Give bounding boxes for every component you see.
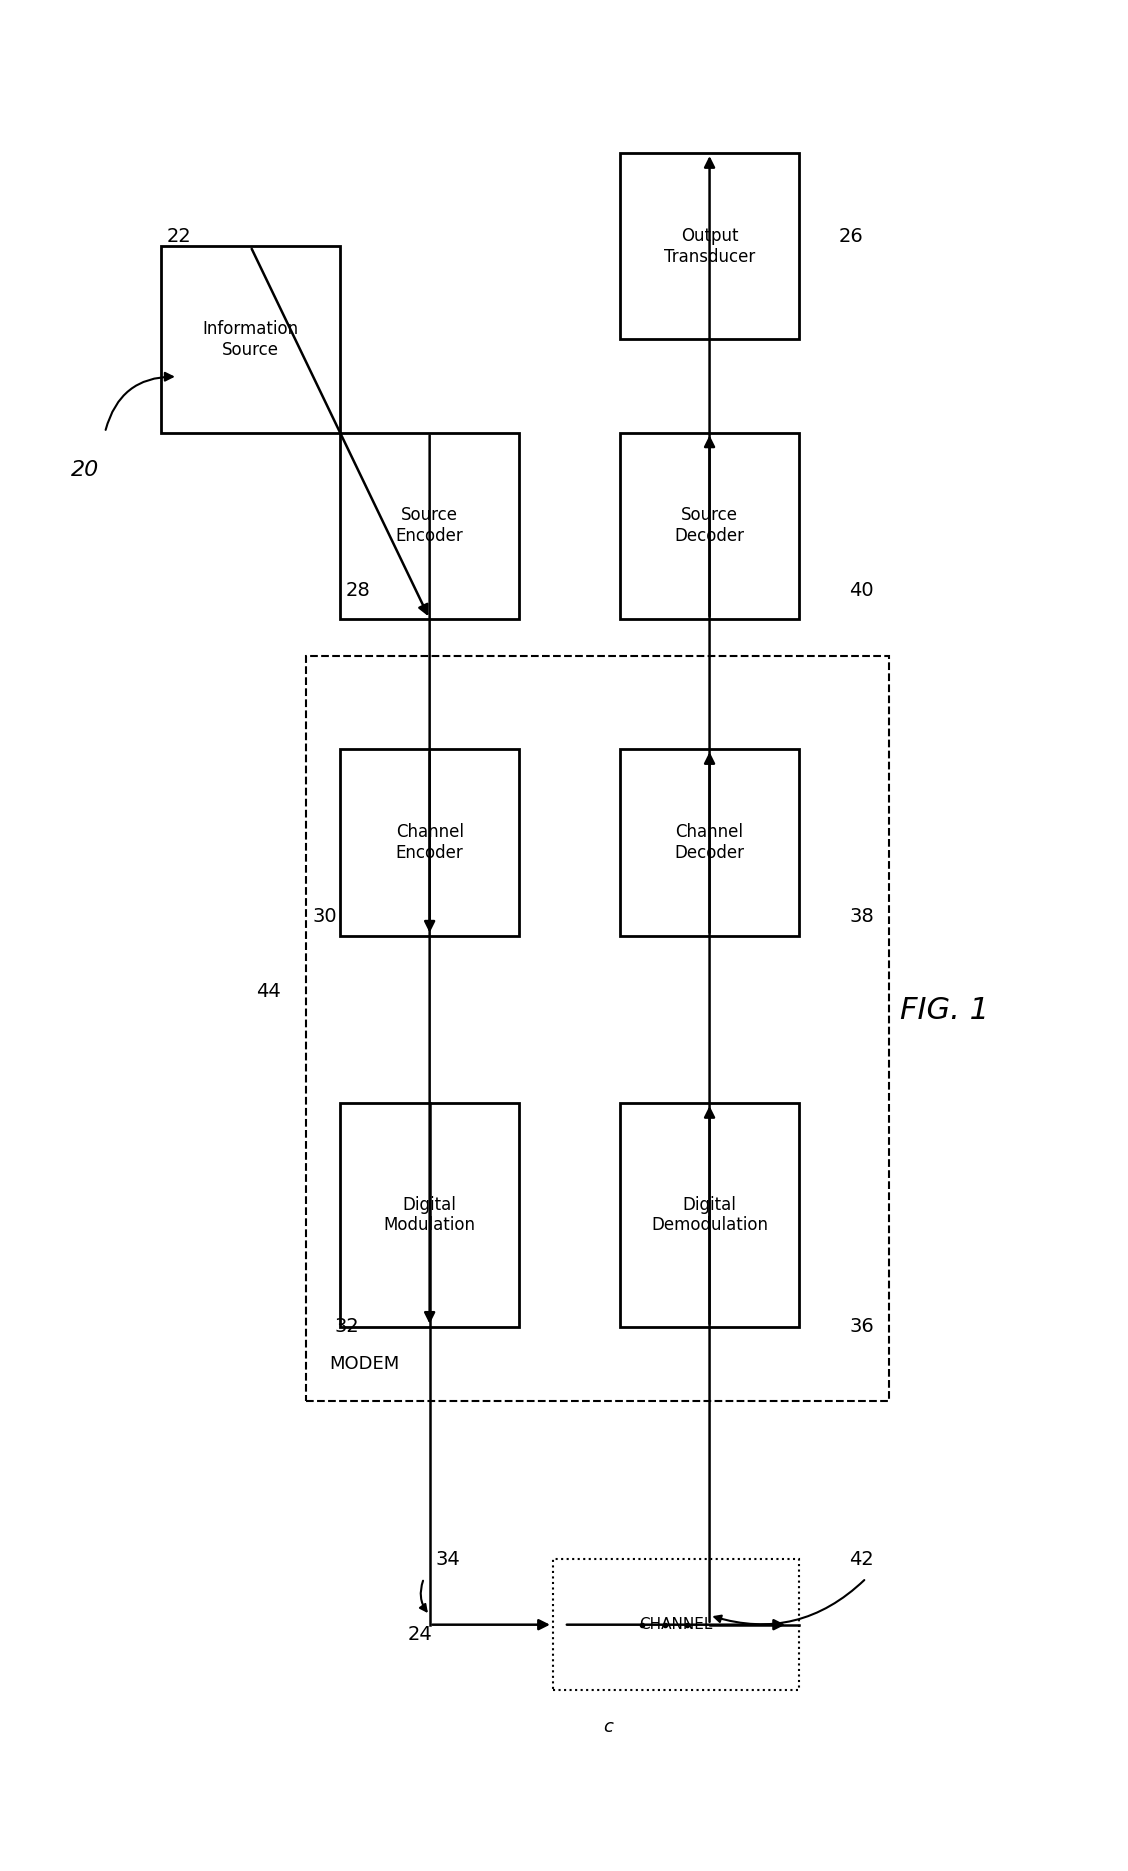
- Text: Channel
Encoder: Channel Encoder: [396, 823, 464, 863]
- Text: c: c: [603, 1718, 613, 1736]
- Bar: [620, 432, 799, 619]
- Bar: [620, 1104, 799, 1327]
- Text: 24: 24: [407, 1624, 432, 1643]
- Text: CHANNEL: CHANNEL: [640, 1617, 713, 1632]
- Text: FIG. 1: FIG. 1: [900, 995, 989, 1025]
- Text: 38: 38: [849, 907, 874, 926]
- Text: Information
Source: Information Source: [202, 320, 299, 359]
- Text: 28: 28: [345, 582, 370, 601]
- Text: Source
Encoder: Source Encoder: [396, 507, 464, 544]
- Bar: [307, 657, 889, 1401]
- Text: 22: 22: [167, 228, 192, 247]
- Text: 44: 44: [256, 982, 281, 1001]
- Bar: [340, 748, 519, 936]
- Bar: [161, 247, 340, 432]
- Text: Output
Transducer: Output Transducer: [664, 226, 755, 266]
- Bar: [340, 1104, 519, 1327]
- Text: 30: 30: [312, 907, 336, 926]
- Bar: [340, 432, 519, 619]
- Text: Channel
Decoder: Channel Decoder: [675, 823, 744, 863]
- Text: 20: 20: [71, 460, 99, 479]
- Bar: [553, 1560, 799, 1690]
- Bar: [620, 153, 799, 339]
- Text: Digital
Demodulation: Digital Demodulation: [651, 1196, 768, 1235]
- Text: 34: 34: [435, 1549, 460, 1570]
- Text: 40: 40: [849, 582, 874, 601]
- Text: MODEM: MODEM: [329, 1355, 399, 1373]
- Text: 42: 42: [849, 1549, 874, 1570]
- Text: Digital
Modulation: Digital Modulation: [384, 1196, 476, 1235]
- Bar: [620, 748, 799, 936]
- Text: 26: 26: [838, 228, 863, 247]
- Text: Source
Decoder: Source Decoder: [675, 507, 744, 544]
- Text: 36: 36: [849, 1317, 874, 1336]
- Text: 32: 32: [335, 1317, 359, 1336]
